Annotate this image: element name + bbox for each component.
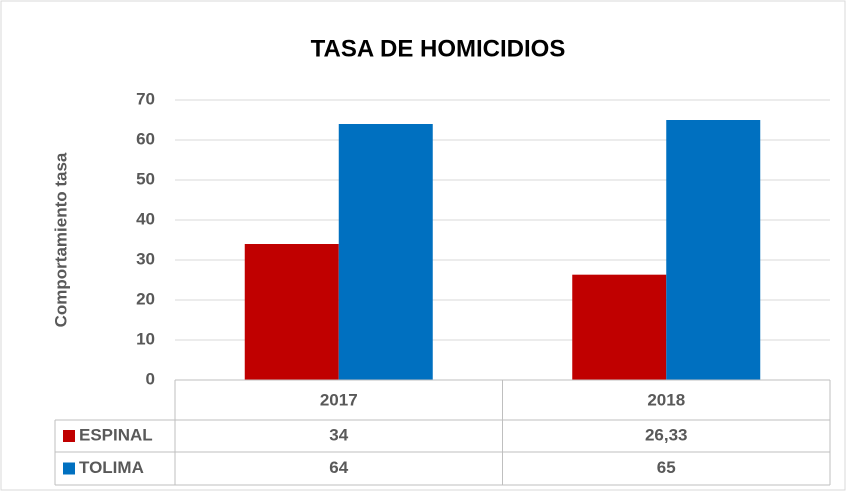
x-tick-label: 2018 [647,390,685,409]
table-value: 26,33 [645,425,688,444]
legend-label: ESPINAL [79,425,153,444]
table-value: 34 [329,425,348,444]
legend-key [63,430,75,442]
table-value: 65 [657,458,676,477]
y-tick-label: 70 [136,89,155,108]
y-tick-label: 40 [136,209,155,228]
y-tick-label: 50 [136,169,155,188]
chart-title: TASA DE HOMICIDIOS [311,35,566,62]
x-tick-label: 2017 [320,390,358,409]
y-tick-label: 60 [136,129,155,148]
legend-label: TOLIMA [79,458,144,477]
bar [572,274,667,380]
bar [338,124,433,380]
y-tick-label: 10 [136,329,155,348]
y-tick-label: 20 [136,289,155,308]
table-value: 64 [329,458,348,477]
y-tick-label: 30 [136,249,155,268]
y-axis-label: Comportamiento tasa [51,152,70,327]
legend-key [63,462,75,475]
y-tick-label: 0 [146,369,155,388]
bar [244,244,339,380]
bar [666,120,761,380]
